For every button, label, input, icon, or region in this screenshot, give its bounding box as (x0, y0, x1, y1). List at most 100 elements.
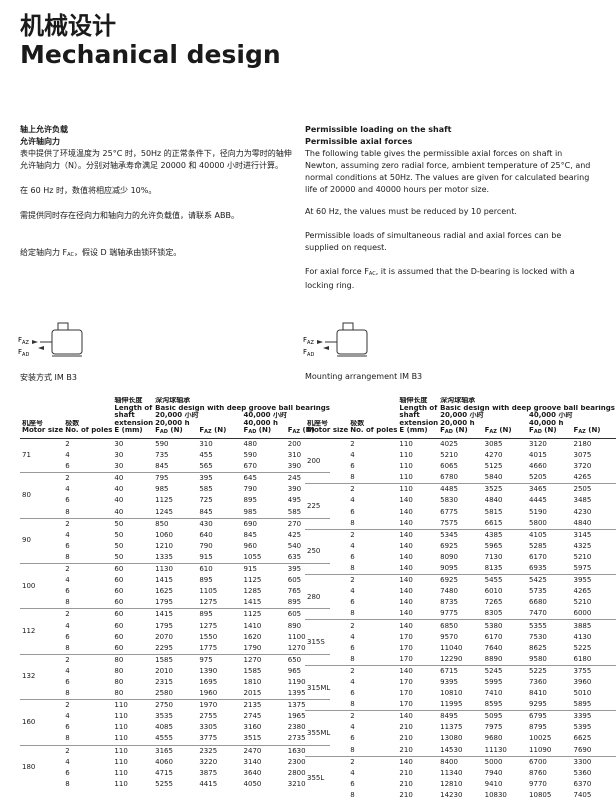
cell: 210 (399, 790, 413, 799)
cell: 170 (399, 677, 413, 686)
cell: 390 (287, 485, 302, 494)
cell: 9680 (484, 734, 503, 743)
cell: 20,000 小时 (438, 412, 527, 420)
cell: 4715 (155, 768, 173, 777)
cell: 6 (65, 587, 70, 596)
header-row: 轴伸长度 深沟球轴承 (305, 397, 616, 405)
cell: 8410 (529, 689, 547, 698)
cell: 5975 (573, 564, 592, 573)
cell: 8 (350, 609, 355, 618)
cell: 6795 (527, 710, 572, 723)
cell: 2 (348, 437, 398, 451)
motor-size: 355L (305, 755, 349, 801)
cell: 790 (199, 541, 213, 550)
cell: 3875 (199, 768, 218, 777)
cell-text: F (440, 427, 445, 435)
table-row: 6 80 2315 1695 1810 1190 (20, 677, 330, 688)
cell: 140 (399, 587, 413, 596)
cell: 4 (65, 576, 70, 585)
cell: 极数 (348, 420, 397, 428)
cell: 4015 (529, 451, 547, 460)
motor-size: 250 (305, 528, 349, 575)
table-row: 4 60 1795 1275 1410 890 (20, 620, 330, 631)
cell: 12290 (440, 654, 463, 663)
cell: 140 (397, 710, 439, 723)
cell: 7690 (573, 745, 592, 754)
cell: 5895 (573, 700, 592, 709)
cell: 6680 (529, 598, 547, 607)
table-row: 6 140 8090 7130 6170 5210 (305, 552, 616, 563)
cell: 110 (112, 744, 154, 757)
cell: 1100 (287, 632, 306, 641)
table-row: 355L 2 140 8400 5000 6700 3300 (305, 755, 616, 801)
cell: 5345 (438, 528, 483, 541)
table-row: 8 170 12290 8890 9580 6180 (305, 654, 616, 666)
cell: 895 (199, 576, 213, 585)
cell: No. of poles (348, 427, 398, 439)
table-row: 4 50 1060 640 845 425 (20, 530, 330, 541)
cell: 4 (350, 587, 355, 596)
cell: 1585 (243, 666, 262, 675)
paragraph: The following table gives the permissibl… (305, 149, 591, 194)
cell: FAZ (N) (482, 427, 528, 439)
cell: 3485 (573, 496, 592, 505)
cell: 890 (287, 621, 302, 630)
motor-size: 180 (20, 744, 64, 790)
table-row: 8 40 1245 845 985 585 (20, 507, 330, 519)
cell: No. of poles (63, 427, 113, 439)
header-row: 机座号 极数 20,000 h 40,000 h (20, 420, 330, 428)
title-cn: 机械设计 (20, 12, 116, 40)
cell: 170 (399, 643, 413, 652)
cell: 1335 (155, 552, 173, 561)
cell: 1795 (155, 598, 173, 607)
cell: 140 (399, 541, 413, 550)
cell: 深沟球轴承 (153, 397, 330, 405)
cell: 60 (114, 576, 124, 585)
cell: 140 (397, 574, 439, 587)
paragraph: 在 60 Hz 时，数值将相应减少 10%。 (20, 186, 157, 195)
cell: 3465 (527, 483, 572, 496)
table-row: 6 210 12810 9410 9770 6370 (305, 779, 616, 790)
cell: 2 (348, 755, 398, 768)
cell: 6 (65, 768, 70, 777)
cell-text: Length of shaft extension (399, 404, 439, 427)
cell: 2 (63, 744, 113, 757)
cell: 6 (350, 643, 355, 652)
cell: 4025 (438, 437, 483, 451)
table-row: 8 60 2295 1775 1790 1270 (20, 643, 330, 655)
cell: 6925 (438, 574, 483, 587)
cell: FAZ (N) (197, 427, 242, 439)
cell: 1965 (287, 712, 306, 721)
cell-text: E (mm) (114, 427, 143, 435)
cell: 1130 (153, 563, 198, 576)
cell: 8400 (438, 755, 483, 768)
cell: 3955 (571, 574, 616, 587)
table-row: 250 2 140 5345 4385 4105 3145 (305, 528, 616, 575)
cell: Length of shaft extension (397, 405, 438, 428)
cell-text: F (573, 427, 579, 435)
cell-text: Basic design with deep groove ball beari… (155, 404, 330, 412)
motor-size: 80 (20, 472, 64, 519)
cell: 605 (287, 576, 302, 585)
cell-text: No. of poles (350, 427, 398, 435)
motor-size: 225 (305, 483, 349, 530)
cell: 3140 (243, 757, 262, 766)
cell: 110 (399, 451, 413, 460)
cell: 5965 (484, 541, 503, 550)
cell: 2 (348, 483, 398, 496)
cell: 2010 (155, 666, 173, 675)
cell: 1775 (199, 643, 218, 652)
cell: 30 (112, 437, 154, 451)
cell: 1970 (197, 699, 242, 712)
cell: 9395 (440, 677, 458, 686)
table-row: 4 140 5830 4840 4445 3485 (305, 495, 616, 506)
cell: 6 (65, 632, 70, 641)
cell: 60 (114, 621, 124, 630)
cell: 3515 (243, 734, 262, 743)
cell: 3885 (571, 619, 616, 632)
cell: 80 (114, 666, 124, 675)
cell-text: No. of poles (65, 427, 113, 435)
cell: 60 (114, 632, 124, 641)
cell: 3720 (573, 462, 592, 471)
